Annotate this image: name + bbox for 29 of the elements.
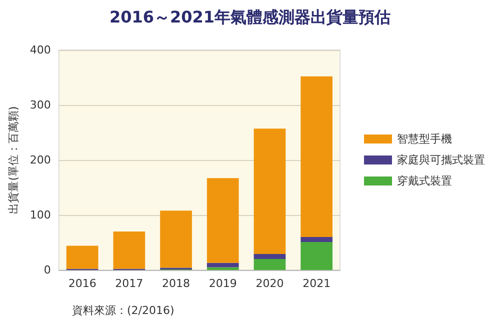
y-tick-label: 0	[44, 264, 51, 276]
x-tick-label: 2017	[115, 277, 144, 290]
bar	[206, 267, 239, 270]
y-tick-label: 400	[30, 44, 51, 56]
bar	[254, 254, 286, 259]
bar	[160, 210, 192, 268]
bar	[300, 242, 333, 270]
bar	[113, 232, 146, 269]
legend-label: 家庭與可攜式裝置	[397, 154, 485, 166]
y-tick-label: 300	[30, 98, 51, 112]
legend-label: 智慧型手機	[397, 132, 452, 146]
x-tick-label: 2020	[256, 277, 284, 290]
bar	[206, 178, 239, 263]
bar	[300, 237, 333, 242]
x-tick-label: 2019	[208, 277, 237, 290]
x-tick-label: 2018	[162, 277, 190, 290]
y-tick-label: 100	[30, 208, 51, 222]
source-note: 資料來源：(2/2016)	[72, 304, 174, 317]
bar	[66, 246, 98, 269]
x-tick-label: 2021	[302, 277, 331, 290]
bar	[254, 128, 286, 254]
y-tick-label: 200	[30, 154, 51, 166]
bar	[300, 76, 333, 237]
legend-label: 穿戴式裝置	[397, 174, 452, 188]
chart-title: 2016～2021年氣體感測器出貨量預估	[109, 8, 391, 26]
bar	[254, 259, 286, 270]
x-tick-label: 2016	[68, 277, 96, 290]
y-axis-title: 出貨量(單位：百萬顆)	[7, 106, 20, 214]
bar	[206, 262, 239, 268]
